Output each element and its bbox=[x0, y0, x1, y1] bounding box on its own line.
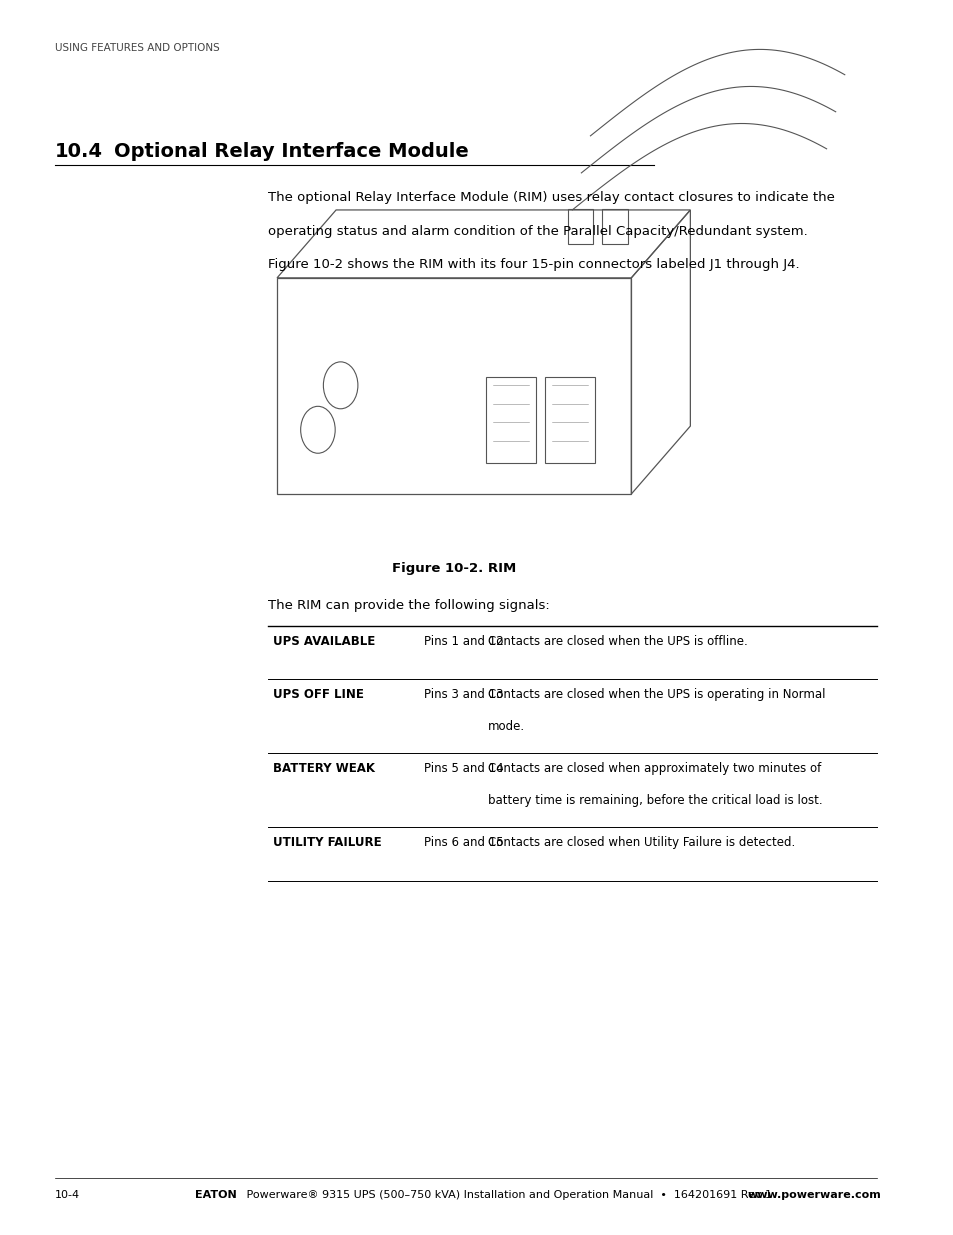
Text: Optional Relay Interface Module: Optional Relay Interface Module bbox=[113, 142, 468, 161]
Text: 10.4: 10.4 bbox=[54, 142, 102, 161]
Text: Pins 3 and 13: Pins 3 and 13 bbox=[424, 688, 503, 701]
Text: battery time is remaining, before the critical load is lost.: battery time is remaining, before the cr… bbox=[487, 794, 821, 808]
Text: Contacts are closed when approximately two minutes of: Contacts are closed when approximately t… bbox=[487, 762, 821, 776]
Text: operating status and alarm condition of the Parallel Capacity/Redundant system.: operating status and alarm condition of … bbox=[268, 225, 807, 238]
Text: The optional Relay Interface Module (RIM) uses relay contact closures to indicat: The optional Relay Interface Module (RIM… bbox=[268, 191, 834, 205]
Text: mode.: mode. bbox=[487, 720, 524, 734]
Text: Pins 5 and 14: Pins 5 and 14 bbox=[424, 762, 503, 776]
Text: Powerware® 9315 UPS (500–750 kVA) Installation and Operation Manual  •  16420169: Powerware® 9315 UPS (500–750 kVA) Instal… bbox=[243, 1191, 775, 1200]
Text: USING FEATURES AND OPTIONS: USING FEATURES AND OPTIONS bbox=[54, 43, 219, 53]
Text: www.powerware.com: www.powerware.com bbox=[747, 1191, 881, 1200]
Text: Pins 6 and 15: Pins 6 and 15 bbox=[424, 836, 503, 850]
Text: Contacts are closed when the UPS is offline.: Contacts are closed when the UPS is offl… bbox=[487, 635, 747, 648]
Text: UPS OFF LINE: UPS OFF LINE bbox=[273, 688, 363, 701]
Text: UTILITY FAILURE: UTILITY FAILURE bbox=[273, 836, 381, 850]
Text: Contacts are closed when Utility Failure is detected.: Contacts are closed when Utility Failure… bbox=[487, 836, 794, 850]
Text: 10-4: 10-4 bbox=[54, 1191, 79, 1200]
Text: BATTERY WEAK: BATTERY WEAK bbox=[273, 762, 375, 776]
Text: The RIM can provide the following signals:: The RIM can provide the following signal… bbox=[268, 599, 549, 613]
Text: Contacts are closed when the UPS is operating in Normal: Contacts are closed when the UPS is oper… bbox=[487, 688, 824, 701]
Text: Pins 1 and 12: Pins 1 and 12 bbox=[424, 635, 503, 648]
Text: Figure 10-2 shows the RIM with its four 15-pin connectors labeled J1 through J4.: Figure 10-2 shows the RIM with its four … bbox=[268, 258, 799, 272]
Text: EATON: EATON bbox=[195, 1191, 236, 1200]
Text: UPS AVAILABLE: UPS AVAILABLE bbox=[273, 635, 375, 648]
Text: Figure 10-2. RIM: Figure 10-2. RIM bbox=[392, 562, 516, 576]
